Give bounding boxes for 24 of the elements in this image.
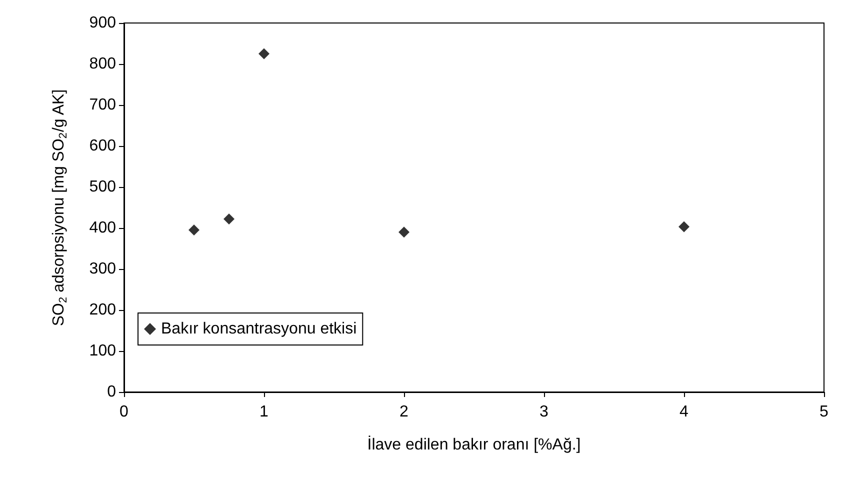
- legend-label: Bakır konsantrasyonu etkisi: [161, 320, 357, 338]
- x-tick-label: 0: [120, 404, 129, 420]
- y-tick-label: 200: [89, 302, 116, 318]
- x-tick-label: 5: [820, 404, 829, 420]
- y-axis-title: SO2 adsorpsiyonu [mg SO2/g AK]: [50, 89, 70, 326]
- y-tick-label: 400: [89, 220, 116, 236]
- y-tick-label: 300: [89, 260, 116, 278]
- y-tick-label: 500: [89, 178, 116, 196]
- x-tick-label: 4: [680, 404, 689, 420]
- y-tick-label: 600: [89, 138, 116, 154]
- y-tick-label: 800: [89, 56, 116, 72]
- x-tick-label: 3: [540, 404, 549, 420]
- y-tick-label: 700: [89, 96, 116, 114]
- y-tick-label: 0: [107, 384, 116, 400]
- point: [258, 48, 270, 60]
- y-tick-label: 900: [89, 14, 116, 32]
- point: [224, 213, 234, 224]
- x-tick-label: 1: [260, 404, 269, 420]
- point: [188, 224, 200, 236]
- point: [398, 226, 410, 238]
- point: [678, 221, 690, 232]
- y-tick-label: 100: [89, 342, 116, 360]
- x-tick-label: 2: [400, 404, 409, 420]
- x-axis-title: İlave edilen bakır oranı [%Ağ.]: [367, 436, 581, 454]
